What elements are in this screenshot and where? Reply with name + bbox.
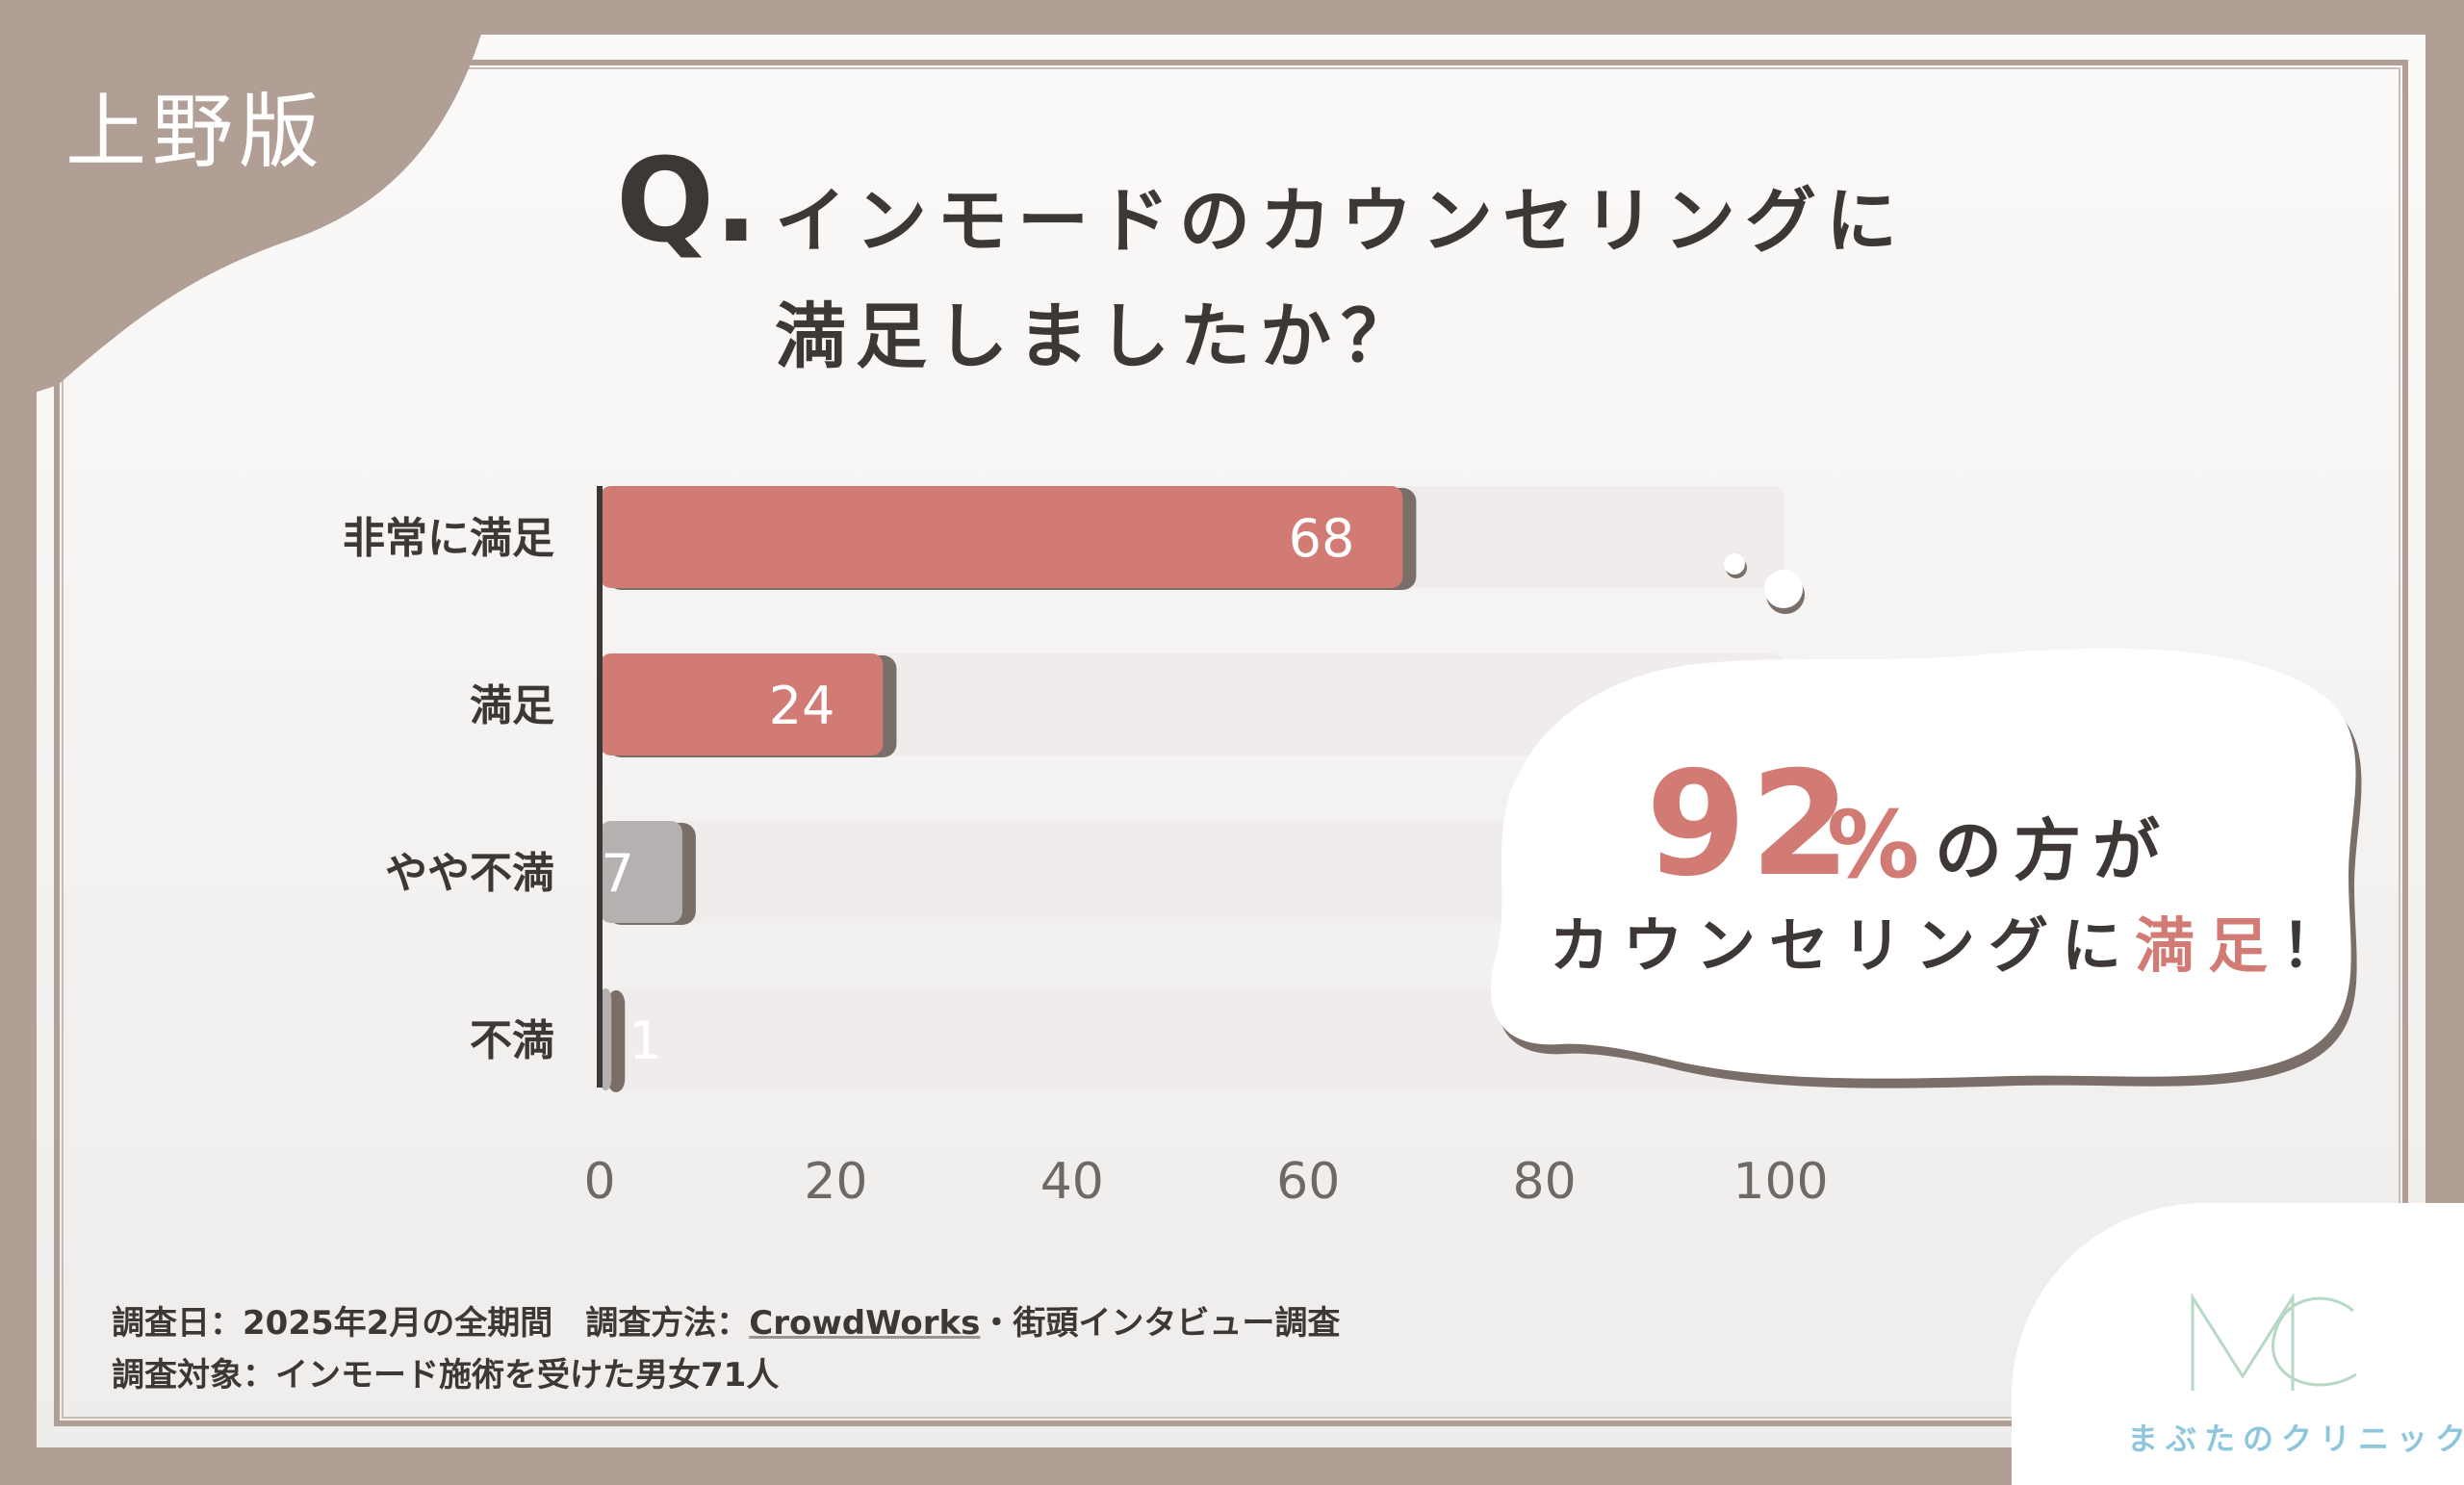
callout-percent-sign: % <box>1827 791 1920 899</box>
callout-line-1: の方が <box>1935 811 2171 890</box>
callout-line-2: カウンセリングに満足！ <box>1550 897 2354 984</box>
bar-track <box>600 988 1784 1090</box>
badge-label: 上野版 <box>65 85 326 179</box>
x-tick-label: 60 <box>1276 1153 1340 1211</box>
callout-line-2-accent: 満足 <box>2135 910 2282 981</box>
bar-shadow <box>607 990 626 1092</box>
data-label: 68 <box>1289 508 1355 569</box>
callout-line-2-prefix: カウンセリングに <box>1550 910 2136 981</box>
survey-method-value: CrowdWorks <box>749 1304 981 1343</box>
bar-track <box>600 821 1784 923</box>
callout-line-2-suffix: ！ <box>2281 910 2355 981</box>
x-tick-label: 0 <box>583 1153 615 1211</box>
data-label: 24 <box>769 676 835 736</box>
callout-percent: 92 <box>1646 741 1855 909</box>
data-label: 7 <box>602 843 634 904</box>
bar <box>600 653 884 755</box>
survey-target: 調査対象：インモード施術を受けた男女71人 <box>112 1356 780 1395</box>
survey-footer: 調査日：2025年2月の全期間 調査方法：CrowdWorks・街頭インタビュー… <box>112 1297 1340 1401</box>
survey-info-line-1: 調査日：2025年2月の全期間 調査方法：CrowdWorks・街頭インタビュー… <box>112 1297 1340 1349</box>
bar <box>600 821 682 923</box>
corner-badge-shape <box>0 0 491 404</box>
category-label: 非常に満足 <box>343 514 554 563</box>
logo-background <box>2012 1203 2464 1485</box>
x-tick-label: 20 <box>804 1153 867 1211</box>
category-label: やや不満 <box>385 849 554 898</box>
survey-method-rest: ・街頭インタビュー調査 <box>980 1304 1341 1343</box>
clinic-logo-mark <box>2191 1292 2357 1391</box>
data-label: 1 <box>629 1011 661 1071</box>
x-tick-label: 80 <box>1513 1153 1577 1211</box>
question-mark: Q. <box>616 135 758 269</box>
category-label: 不満 <box>470 1016 554 1065</box>
category-label: 満足 <box>470 681 554 730</box>
clinic-logo-text: まぶたのクリニック <box>2127 1421 2464 1457</box>
question-line-1: インモードのカウンセリングに <box>775 180 1907 263</box>
x-tick-label: 100 <box>1732 1153 1828 1211</box>
survey-date: 調査日：2025年2月の全期間 <box>112 1304 553 1343</box>
bar <box>600 988 612 1090</box>
question-line-2: 満足しましたか？ <box>775 295 1422 378</box>
question-text: インモードのカウンセリングに 満足しましたか？ <box>775 164 2026 395</box>
bar <box>600 486 1403 588</box>
x-tick-label: 40 <box>1040 1153 1104 1211</box>
survey-method-label: 調査方法： <box>585 1304 750 1343</box>
